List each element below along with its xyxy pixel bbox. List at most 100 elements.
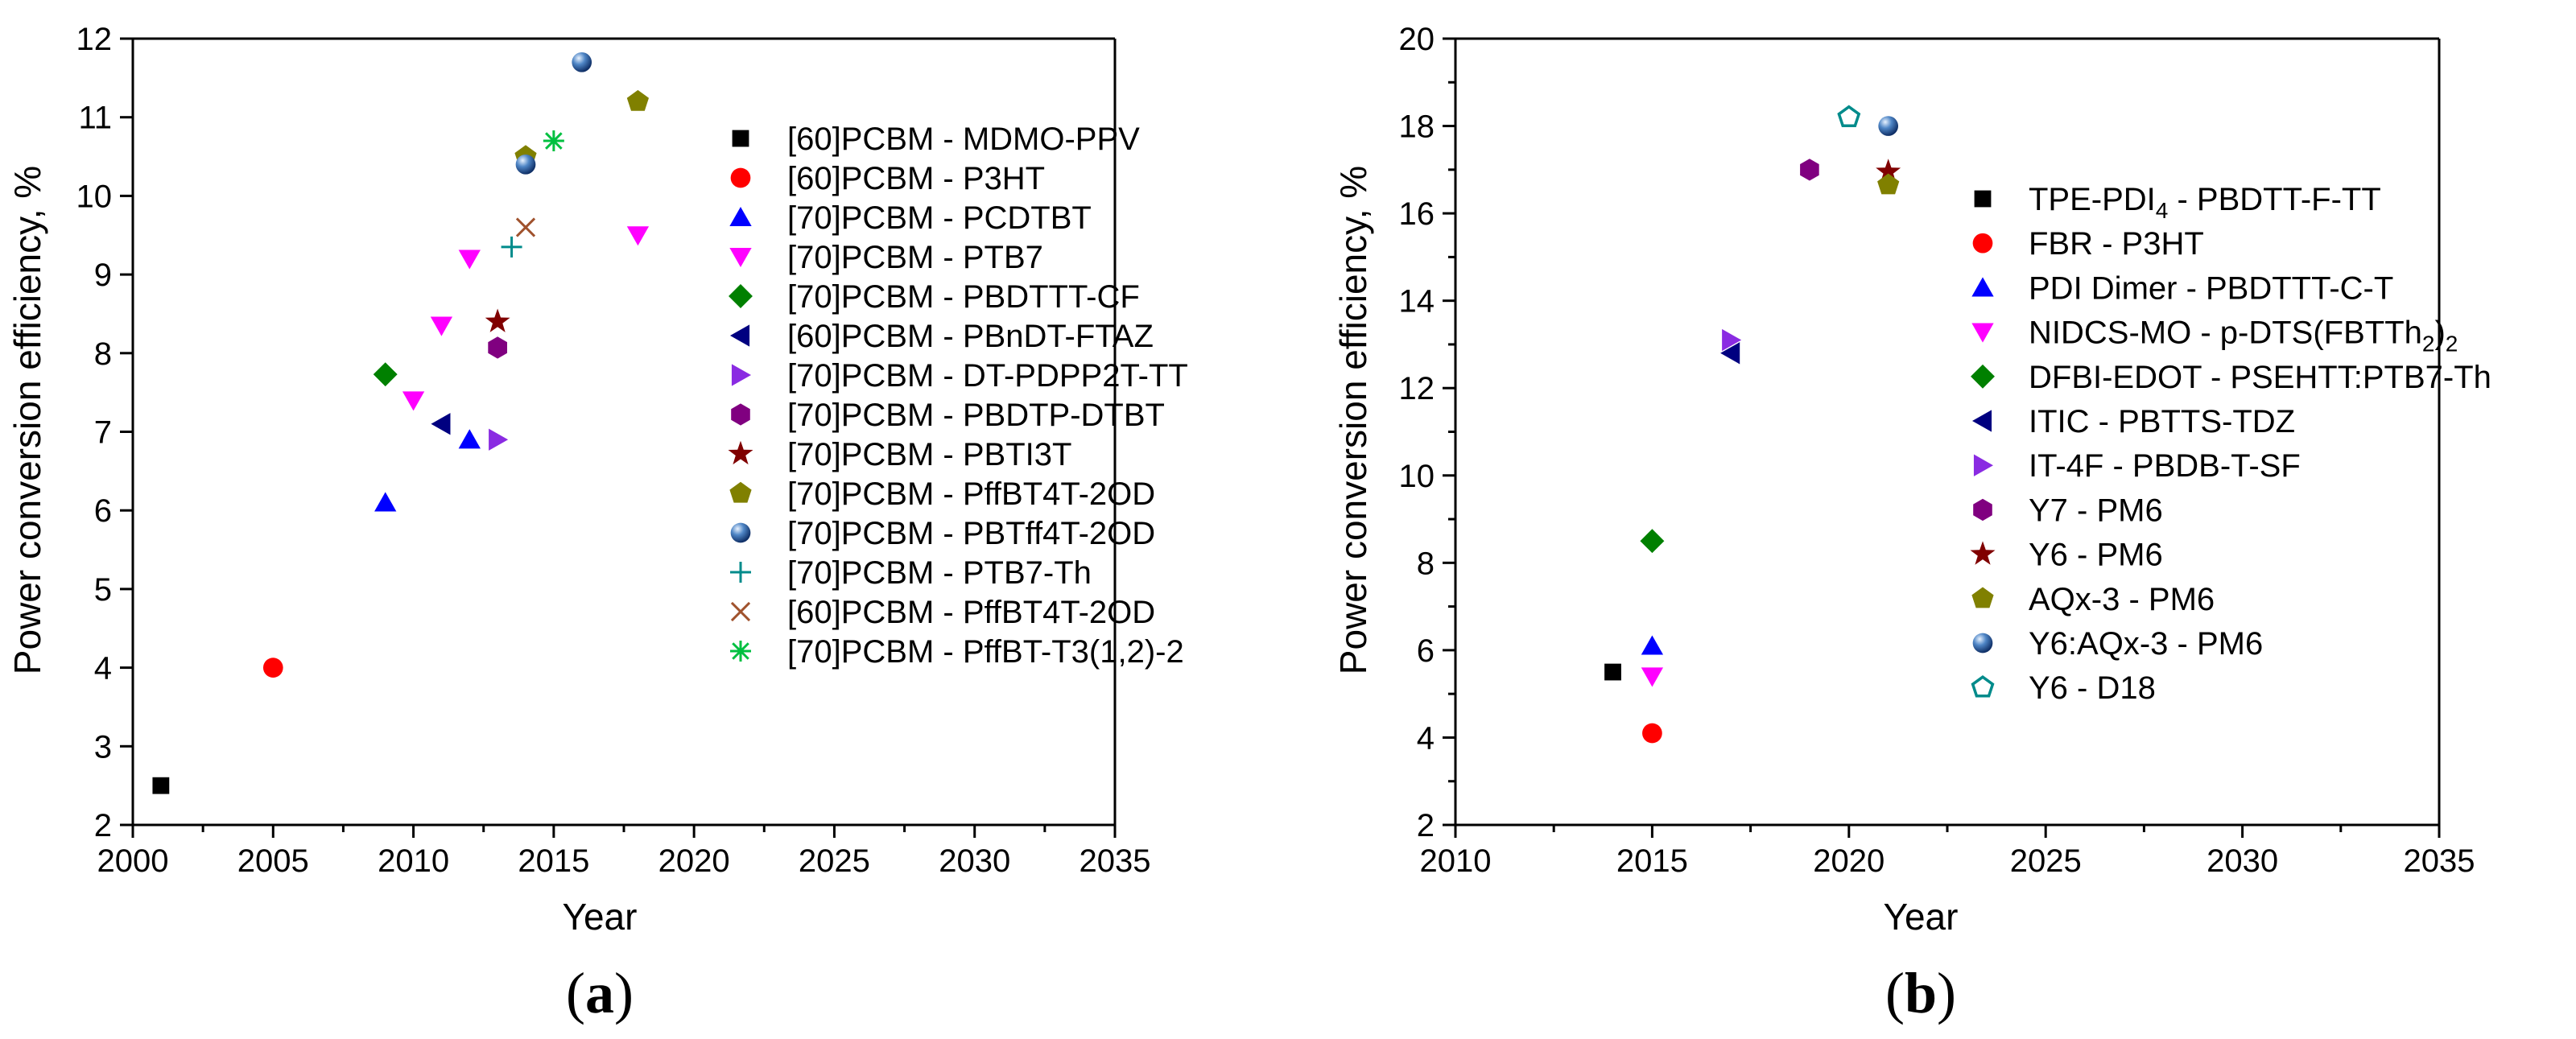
legend-marker-60-pcbm-p3ht (730, 167, 751, 188)
y-tick-label: 2 (1417, 808, 1435, 843)
y-tick-label: 8 (94, 336, 112, 372)
legend-marker-nidcs-mo-p-dts-fbtth2-2 (1971, 323, 1994, 343)
x-tick-label: 2010 (1420, 843, 1492, 879)
legend-item-a-70-pcbm-pffbt-t3-1-2-2: [70]PCBM - PffBT-T3(1,2)-2 (730, 634, 1184, 670)
legend-marker-tpe-pdi4-pbdtt-f-tt (1974, 190, 1992, 208)
y-tick-label: 6 (94, 493, 112, 529)
x-tick-label: 2035 (2404, 843, 2475, 879)
x-tick-label: 2030 (939, 843, 1010, 879)
data-point-b-it-4f-pbdb-t-sf (1722, 328, 1742, 352)
y-tick-label: 5 (94, 572, 112, 608)
y-tick-label: 11 (78, 101, 112, 136)
legend-label: ITIC - PBTTS-TDZ (2029, 404, 2295, 439)
y-tick-label: 4 (1417, 720, 1435, 756)
legend-label: Y6:AQx-3 - PM6 (2029, 626, 2263, 662)
legend-item-a-70-pcbm-ptb7-th: [70]PCBM - PTB7-Th (730, 555, 1092, 591)
legend-label: [70]PCBM - PBTI3T (787, 437, 1071, 472)
x-tick-label: 2030 (2207, 843, 2278, 879)
legend-label: [70]PCBM - PTB7-Th (787, 555, 1092, 591)
legend-item-a-60-pcbm-p3ht: [60]PCBM - P3HT (730, 161, 1045, 196)
legend-marker-it-4f-pbdb-t-sf (1973, 454, 1993, 476)
data-point-b-pdi-dimer-pbdttt-c-t (1641, 635, 1664, 655)
legend-label: [70]PCBM - PCDTBT (787, 200, 1092, 236)
legend-label: [70]PCBM - PBDTTT-CF (787, 279, 1140, 315)
data-point-a-70-pcbm-pbti3t (485, 308, 510, 332)
legend-item-b-dfbi-edot-psehtt-ptb7-th: DFBI-EDOT - PSEHTT:PTB7-Th (1971, 360, 2491, 395)
legend-marker-itic-pbtts-tdz (1972, 410, 1992, 432)
legend-item-b-aqx-3-pm6: AQx-3 - PM6 (1971, 582, 2215, 617)
legend-marker-fbr-p3ht (1972, 233, 1993, 254)
legend-marker-70-pcbm-pbdtp-dtbt (731, 403, 750, 426)
plot-marks-b (1604, 105, 1901, 744)
legend-label: NIDCS-MO - p-DTS(FBTTh2)2 (2029, 315, 2458, 357)
data-point-b-nidcs-mo-p-dts-fbtth2-2 (1641, 667, 1664, 687)
y-axis-label-b: Power conversion efficiency, % (1332, 166, 1374, 674)
legend-item-b-y6-d18: Y6 - D18 (1971, 670, 2156, 706)
legend-label: [70]PCBM - PBDTP-DTBT (787, 398, 1165, 433)
legend-marker-70-pcbm-ptb7 (729, 247, 752, 267)
x-tick-label: 2035 (1080, 843, 1151, 879)
data-point-a-70-pcbm-ptb7 (402, 391, 425, 411)
legend-label: [70]PCBM - DT-PDPP2T-TT (787, 358, 1188, 394)
data-point-b-y6-d18 (1837, 105, 1861, 127)
legend-label: [70]PCBM - PffBT-T3(1,2)-2 (787, 634, 1184, 670)
x-tick-label: 2010 (378, 843, 449, 879)
legend-marker-aqx-3-pm6 (1971, 587, 1994, 608)
x-tick-label: 2015 (518, 843, 589, 879)
legend-marker-y6-aqx-3-pm6 (1972, 633, 1993, 653)
x-tick-label: 2020 (1813, 843, 1885, 879)
data-point-a-70-pcbm-pcdtbt (458, 429, 481, 449)
x-axis-label-a: Year (563, 896, 638, 938)
legend-label: Y6 - D18 (2029, 670, 2156, 706)
legend-label: DFBI-EDOT - PSEHTT:PTB7-Th (2029, 360, 2491, 395)
legend-label: IT-4F - PBDB-T-SF (2029, 448, 2301, 484)
y-tick-label: 10 (76, 179, 113, 214)
data-point-a-70-pcbm-ptb7 (458, 249, 481, 270)
legend-label: [60]PCBM - PBnDT-FTAZ (787, 319, 1154, 354)
legend-item-b-pdi-dimer-pbdttt-c-t: PDI Dimer - PBDTTT-C-T (1971, 270, 2393, 306)
legend-item-a-70-pcbm-ptb7: [70]PCBM - PTB7 (729, 240, 1043, 275)
legend-label: Y6 - PM6 (2029, 538, 2163, 573)
y-tick-label: 7 (94, 415, 112, 451)
x-tick-label: 2025 (799, 843, 870, 879)
data-point-a-70-pcbm-pffbt-t3-1-2-2 (543, 130, 564, 152)
legend-item-b-nidcs-mo-p-dts-fbtth2-2: NIDCS-MO - p-DTS(FBTTh2)2 (1971, 315, 2458, 357)
y-tick-label: 8 (1417, 546, 1435, 581)
legend-marker-70-pcbm-pffbt4t-2od (729, 481, 752, 503)
data-point-b-tpe-pdi4-pbdtt-f-tt (1604, 663, 1621, 681)
legend-label: Y7 - PM6 (2029, 493, 2163, 528)
data-point-a-70-pcbm-dt-pdpp2t-tt (489, 428, 509, 451)
legend-item-a-70-pcbm-pcdtbt: [70]PCBM - PCDTBT (729, 200, 1092, 236)
axes-a: 2000 2005 2010 2015 2020 2025 2030 2035 2 3 4 5 6 7 8 9… (76, 22, 1151, 879)
panel-label-a-letter: a (585, 961, 614, 1025)
legend-item-b-itic-pbtts-tdz: ITIC - PBTTS-TDZ (1972, 404, 2295, 439)
panel-label-b: (b) (1885, 961, 1956, 1025)
data-point-b-dfbi-edot-psehtt-ptb7-th (1640, 529, 1665, 554)
legend-marker-y6-d18 (1971, 675, 1995, 698)
chart-panel-a: [60]PCBM - MDMO-PPV [60]PCBM - P3HT [70]PC… (6, 22, 1188, 1025)
y-tick-label: 16 (1399, 196, 1435, 232)
data-point-a-70-pcbm-pbtff4t-2od (572, 52, 592, 72)
y-tick-label: 12 (1399, 371, 1435, 406)
x-tick-label: 2015 (1616, 843, 1688, 879)
legend-item-b-it-4f-pbdb-t-sf: IT-4F - PBDB-T-SF (1973, 448, 2301, 484)
legend-marker-y7-pm6 (1973, 498, 1992, 522)
data-point-a-60-pcbm-mdmo-ppv (152, 777, 170, 794)
data-point-a-70-pcbm-pffbt4t-2od (626, 89, 649, 111)
legend-label: [70]PCBM - PTB7 (787, 240, 1043, 275)
plot-marks-a (152, 52, 650, 794)
y-tick-label: 18 (1399, 109, 1435, 145)
legend-marker-y6-pm6 (1970, 541, 1996, 565)
legend-item-b-y6-pm6: Y6 - PM6 (1970, 538, 2163, 573)
x-tick-label: 2005 (237, 843, 309, 879)
data-point-a-70-pcbm-ptb7 (626, 226, 650, 246)
y-axis-label-a: Power conversion efficiency, % (6, 166, 48, 674)
x-tick-label: 2000 (97, 843, 169, 879)
y-tick-label: 9 (94, 258, 112, 293)
legend-marker-70-pcbm-pbtff4t-2od (730, 522, 751, 543)
legend-label: [60]PCBM - MDMO-PPV (787, 122, 1140, 157)
legend-marker-70-pcbm-pbti3t (728, 440, 753, 465)
